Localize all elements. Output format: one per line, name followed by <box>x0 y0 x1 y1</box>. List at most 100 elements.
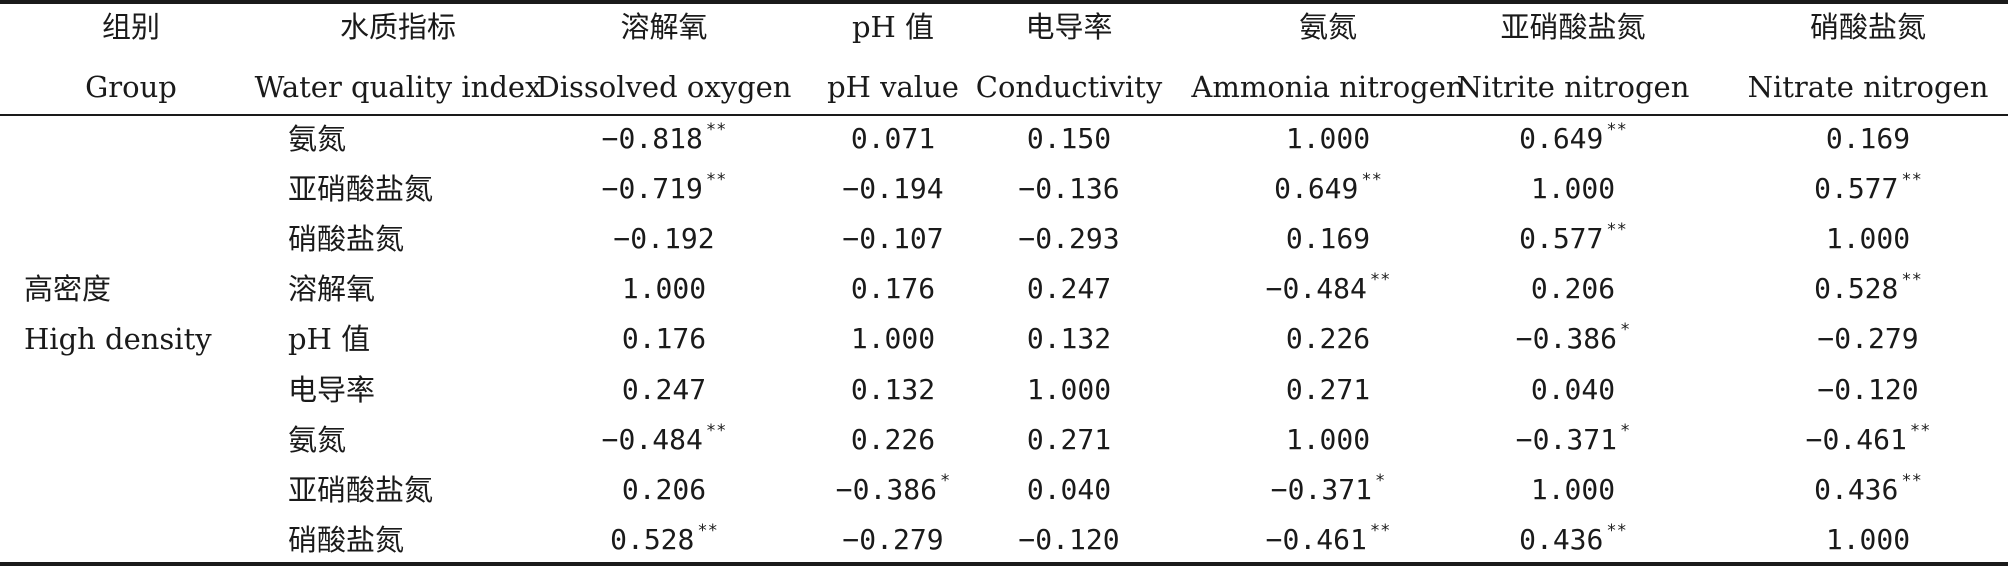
cell-value: 0.577 <box>1519 222 1604 256</box>
table-cell: −0.120 <box>1738 365 1998 415</box>
column-header-cn: 组别 <box>101 10 160 44</box>
table-cell: −0.120 <box>969 515 1169 565</box>
cell-value: −0.279 <box>1817 322 1919 356</box>
column-header-en: Conductivity <box>975 70 1163 104</box>
cell-value: 0.271 <box>1285 372 1371 406</box>
cell-value: −0.386 <box>835 472 937 506</box>
table-cell: −0.293 <box>969 214 1169 264</box>
significance-mark: ** <box>1606 220 1627 241</box>
table-cell: 0.649 ** <box>1438 114 1708 164</box>
table-cell: −0.461 ** <box>1738 415 1998 465</box>
table-cell: 1.000 <box>1178 415 1478 465</box>
table-cell: −0.279 <box>1738 314 1998 364</box>
column-header-en: Ammonia nitrogen <box>1191 70 1465 104</box>
column-header-cn: pH 值 <box>851 10 935 44</box>
table-cell: 0.169 <box>1738 114 1998 164</box>
significance-mark: ** <box>1606 520 1627 541</box>
cell-value: 0.176 <box>850 272 936 306</box>
cell-value: 0.176 <box>621 322 707 356</box>
table-cell: −0.484 ** <box>534 415 794 465</box>
column-header-cn: 电导率 <box>1025 10 1113 44</box>
cell-value: −0.461 <box>1805 422 1907 456</box>
row-label: 氨氮 <box>288 422 347 457</box>
table-cell: 0.528 ** <box>1738 264 1998 314</box>
table-cell: −0.386 * <box>1438 314 1708 364</box>
table-cell: −0.279 <box>793 515 993 565</box>
cell-value: 0.226 <box>850 422 936 456</box>
cell-value: −0.120 <box>1018 522 1120 556</box>
cell-value: 1.000 <box>1825 222 1911 256</box>
table-cell: 0.436 ** <box>1738 465 1998 515</box>
table-cell: 0.247 <box>534 365 794 415</box>
significance-mark: ** <box>1606 120 1627 140</box>
significance-mark: ** <box>705 170 727 191</box>
cell-value: −0.484 <box>1265 272 1367 306</box>
cell-value: −0.194 <box>842 172 944 206</box>
table-cell: 1.000 <box>1438 465 1708 515</box>
significance-mark: ** <box>1361 170 1382 191</box>
group-label-cn: 高密度 <box>24 272 112 307</box>
table-cell: 0.226 <box>793 415 993 465</box>
column-header-en: pH value <box>827 70 959 104</box>
significance-mark: ** <box>1901 270 1922 291</box>
cell-value: 0.040 <box>1530 372 1616 406</box>
significance-mark: ** <box>1909 420 1931 441</box>
cell-value: −0.818 <box>601 122 703 155</box>
significance-mark: * <box>1374 470 1386 491</box>
table-header-rule <box>0 114 2008 116</box>
cell-value: 0.169 <box>1285 222 1371 256</box>
table-cell: −0.192 <box>534 214 794 264</box>
table-top-rule <box>0 0 2008 4</box>
cell-value: 0.247 <box>621 372 707 406</box>
significance-mark: ** <box>705 120 727 140</box>
significance-mark: ** <box>1369 520 1391 541</box>
cell-value: 0.271 <box>1026 422 1112 456</box>
cell-value: 0.132 <box>1026 322 1112 356</box>
cell-value: −0.386 <box>1515 322 1617 356</box>
row-label: 亚硝酸盐氮 <box>288 472 434 507</box>
cell-value: 1.000 <box>1285 422 1371 456</box>
table-cell: 0.150 <box>969 114 1169 164</box>
table-cell: 0.169 <box>1178 214 1478 264</box>
table-cell: 1.000 <box>793 314 993 364</box>
cell-value: 0.649 <box>1519 122 1604 155</box>
column-header-cn: 氨氮 <box>1298 10 1357 44</box>
significance-mark: ** <box>1901 170 1922 191</box>
cell-value: −0.120 <box>1817 372 1919 406</box>
table-cell: 0.271 <box>969 415 1169 465</box>
row-label: 硝酸盐氮 <box>288 522 405 557</box>
row-label: 硝酸盐氮 <box>288 222 405 257</box>
table-cell: 0.577 ** <box>1438 214 1708 264</box>
cell-value: −0.484 <box>601 422 703 456</box>
cell-value: −0.192 <box>613 222 715 256</box>
column-header-cn: 硝酸盐氮 <box>1809 10 1926 44</box>
table-cell: 0.206 <box>534 465 794 515</box>
cell-value: 0.528 <box>610 522 695 556</box>
table-cell: −0.484 ** <box>1178 264 1478 314</box>
row-label: 溶解氧 <box>288 272 376 307</box>
table-cell: 1.000 <box>1178 114 1478 164</box>
table-cell: 0.071 <box>793 114 993 164</box>
column-header-en: Dissolved oxygen <box>536 70 792 104</box>
cell-value: 0.226 <box>1285 322 1371 356</box>
table-cell: 0.132 <box>793 365 993 415</box>
table-cell: 0.176 <box>534 314 794 364</box>
table-cell: 0.226 <box>1178 314 1478 364</box>
table-cell: 1.000 <box>534 264 794 314</box>
cell-value: 0.206 <box>1530 272 1616 306</box>
cell-value: −0.293 <box>1018 222 1120 256</box>
cell-value: −0.371 <box>1270 472 1372 506</box>
row-label: 电导率 <box>288 372 376 407</box>
table-cell: −0.136 <box>969 164 1169 214</box>
cell-value: 0.071 <box>850 122 936 155</box>
table-cell: −0.818 ** <box>534 114 794 164</box>
cell-value: −0.719 <box>601 172 703 206</box>
cell-value: 0.150 <box>1026 122 1112 155</box>
table-cell: 0.436 ** <box>1438 515 1708 565</box>
significance-mark: ** <box>1901 470 1922 491</box>
cell-value: −0.107 <box>842 222 944 256</box>
table-cell: 1.000 <box>1438 164 1708 214</box>
significance-mark: ** <box>1369 270 1391 291</box>
column-header-en: Nitrite nitrogen <box>1456 70 1690 104</box>
table-cell: 0.649 ** <box>1178 164 1478 214</box>
